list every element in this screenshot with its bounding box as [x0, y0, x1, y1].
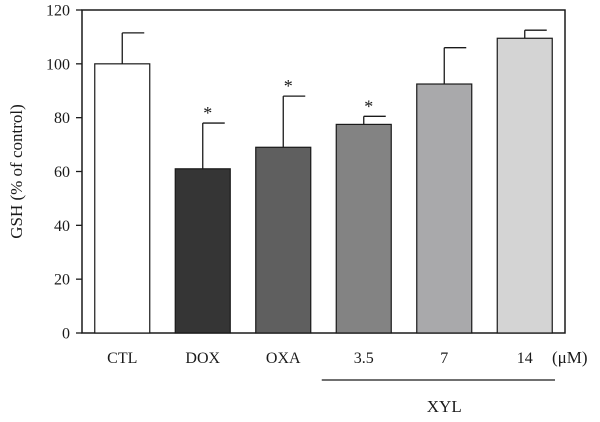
bars-group — [94, 37, 553, 334]
y-tick-label: 100 — [46, 56, 70, 73]
significance-star: * — [203, 103, 212, 123]
y-tick-label: 40 — [54, 218, 70, 235]
x-tick-label: 7 — [440, 350, 448, 367]
y-tick-label: 120 — [46, 3, 70, 20]
group-label: XYL — [427, 397, 462, 416]
significance-markers: * * * — [203, 76, 373, 123]
y-tick-label: 60 — [54, 164, 70, 181]
x-tick-label: 14 — [517, 350, 533, 367]
bar-ctl — [94, 63, 151, 334]
y-axis-label: GSH (% of control) — [7, 104, 26, 239]
bar-7 — [416, 83, 473, 334]
x-tick-label: CTL — [107, 350, 137, 367]
x-axis: CTL DOX OXA 3.5 7 14 — [107, 350, 533, 367]
y-tick-label: 20 — [54, 272, 70, 289]
significance-star: * — [284, 76, 293, 96]
unit-label: (μM) — [552, 348, 588, 367]
significance-star: * — [364, 96, 373, 116]
y-tick-label: 80 — [54, 110, 70, 127]
bar-14 — [496, 37, 553, 334]
bar-dox — [174, 168, 231, 334]
plot-frame — [81, 9, 566, 334]
y-axis: 0 20 40 60 80 100 120 — [46, 3, 82, 343]
x-tick-label: OXA — [266, 350, 301, 367]
x-tick-label: 3.5 — [354, 350, 374, 367]
bar-oxa — [255, 146, 312, 334]
y-tick-label: 0 — [62, 326, 70, 343]
x-tick-label: DOX — [185, 350, 220, 367]
bar-3_5 — [335, 123, 392, 334]
error-bars-group — [121, 29, 547, 169]
